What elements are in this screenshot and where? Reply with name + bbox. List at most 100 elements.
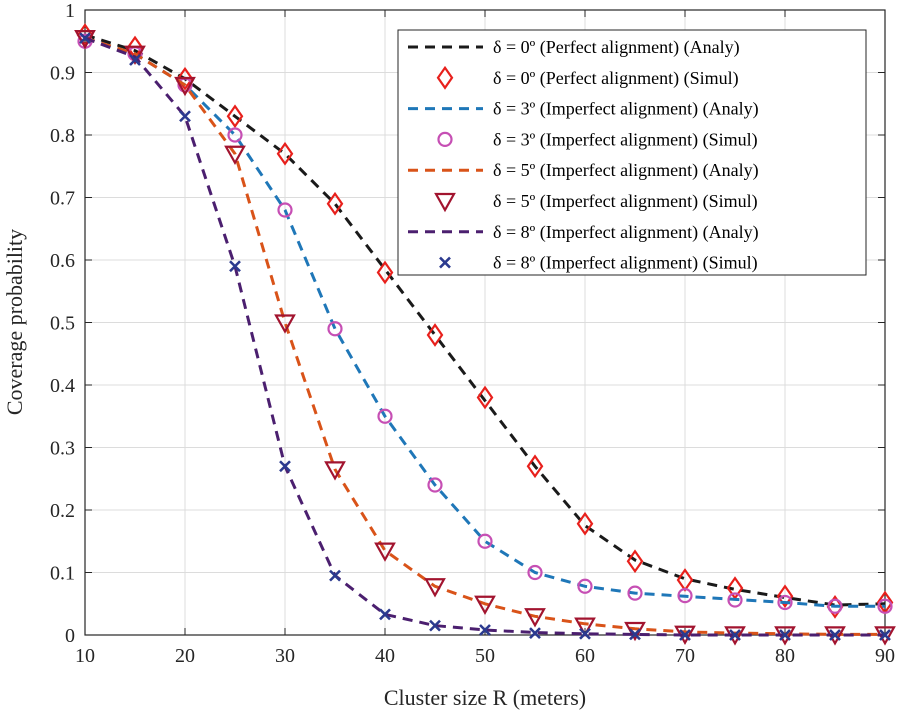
data-point [477,533,493,549]
data-point [777,594,793,611]
data-point [627,585,643,601]
data-point [279,460,291,473]
data-point [274,314,296,334]
x-tick-label: 70 [675,645,695,667]
y-axis-title: Coverage probability [2,229,27,415]
x-tick-label: 20 [175,645,195,667]
series-4 [84,36,885,636]
data-point [429,619,441,632]
data-point [377,408,393,424]
series-line [84,33,886,607]
legend: δ = 0º (Perfect alignment) (Analy) δ = 0º… [397,29,867,276]
data-point [427,477,443,493]
data-point [574,617,596,637]
data-point [229,260,241,273]
data-point [524,608,546,628]
data-point [624,621,646,642]
data-point [327,321,343,337]
series-line [84,36,885,608]
data-point [826,594,844,619]
data-point [379,608,391,621]
data-point [729,629,741,641]
legend-label: δ = 3º (Imperfect alignment) (Analy) [493,99,759,120]
series-3 [77,33,893,614]
data-point [276,141,294,166]
data-point [877,598,893,614]
legend-entry: δ = 8º (Imperfect alignment) (Analy) [408,222,759,243]
data-point [79,32,91,45]
data-point [129,54,141,66]
data-point [326,191,344,216]
series-line [84,36,885,636]
data-point [679,629,691,641]
legend-label: δ = 5º (Imperfect alignment) (Simul) [493,191,758,212]
x-tick-label: 10 [75,645,95,667]
legend-entry: δ = 3º (Imperfect alignment) (Simul) [437,129,758,150]
legend-label: δ = 8º (Imperfect alignment) (Analy) [493,222,759,243]
legend-label: δ = 0º (Perfect alignment) (Simul) [493,68,739,89]
legend-box [397,29,867,276]
y-tick-label: 0.8 [50,125,75,147]
data-point [479,624,491,636]
legend-entry: δ = 0º (Perfect alignment) (Simul) [436,65,739,90]
data-point [727,592,743,608]
series-2 [84,36,885,608]
y-tick-label: 0.5 [50,313,75,335]
data-point [227,127,243,143]
x-axis-title: Cluster size R (meters) [384,685,586,710]
data-point [829,629,841,641]
data-point [376,260,394,285]
data-point [579,627,591,640]
legend-label: δ = 0º (Perfect alignment) (Analy) [493,37,740,58]
x-tick-label: 90 [875,645,895,667]
data-point [576,511,594,536]
legend-label: δ = 5º (Imperfect alignment) (Analy) [493,160,759,181]
legend-entry: δ = 0º (Perfect alignment) (Analy) [408,37,740,58]
data-point [776,584,794,609]
x-tick-label: 50 [475,645,495,667]
data-point [374,542,396,562]
series-line [84,36,885,637]
data-point [179,110,191,123]
x-tick-label: 60 [575,645,595,667]
data-point [226,104,244,129]
data-point [526,454,544,479]
legend-marker-swatch [434,192,456,213]
series-layer [74,23,896,646]
data-point [224,145,246,165]
y-tick-label: 0.3 [50,438,75,460]
data-point [474,595,496,615]
x-tick-label: 40 [375,645,395,667]
data-point [426,323,444,347]
y-tick-label: 0 [65,625,75,647]
series-7 [79,32,891,641]
axes: 10 20 30 40 50 60 70 80 90 0 0.1 0.2 0.3 0.4 0.5 0.6 0.7… [50,0,895,667]
legend-entry: δ = 5º (Imperfect alignment) (Simul) [434,191,758,213]
series-6 [84,36,885,637]
legend-marker-swatch [436,65,454,90]
series-0 [84,33,886,607]
y-tick-label: 1 [65,0,75,22]
data-point [629,628,641,641]
y-tick-label: 0.9 [50,63,75,85]
legend-entry: δ = 3º (Imperfect alignment) (Analy) [408,99,759,120]
data-point [677,588,693,604]
x-tick-label: 30 [275,645,295,667]
data-point [329,569,341,582]
data-point [827,598,843,614]
data-point [277,202,293,218]
legend-entry: δ = 5º (Imperfect alignment) (Analy) [408,160,759,181]
legend-label: δ = 3º (Imperfect alignment) (Simul) [493,129,758,150]
legend-marker-swatch [439,256,451,269]
y-tick-label: 0.6 [50,250,75,272]
data-point [626,549,644,574]
data-point [577,578,593,594]
y-tick-label: 0.4 [50,375,75,397]
y-tick-label: 0.2 [50,500,75,522]
x-tick-label: 80 [775,645,795,667]
data-point [176,66,194,91]
legend-entry: δ = 8º (Imperfect alignment) (Simul) [439,253,758,274]
data-point [779,629,791,641]
data-point [174,76,196,97]
